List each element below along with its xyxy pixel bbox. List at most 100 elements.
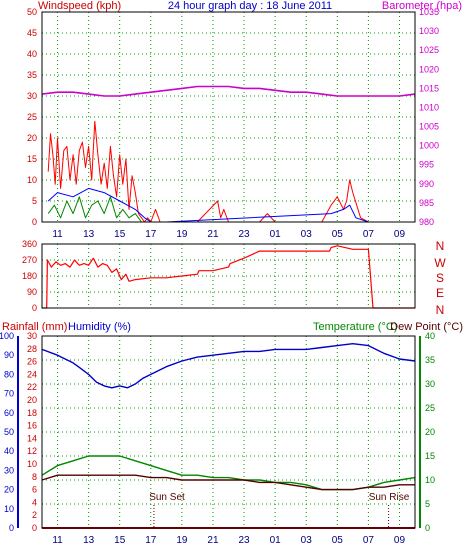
climate-panel-frame	[41, 335, 416, 529]
temperature-label: Temperature (°C)	[313, 321, 397, 333]
humidity-y-tick-label: 50	[4, 427, 14, 437]
barometer-y-tick-label: 1020	[419, 64, 439, 74]
wind-y-tick-label: 50	[27, 7, 37, 17]
wind-panel-tick-label: 01	[270, 229, 282, 240]
sunrise-label: Sun Rise	[369, 492, 410, 503]
barometer-y-tick-label: 980	[419, 217, 434, 227]
wind-panel-frame	[41, 11, 416, 223]
wind-y-tick-label: 25	[27, 112, 37, 122]
barometer-y-tick-label: 1035	[419, 7, 439, 17]
climate-panel-tick-label: 05	[332, 535, 344, 546]
barometer-label: Barometer (hpa)	[382, 0, 462, 12]
wind-panel-tick-label: 17	[145, 229, 157, 240]
rain-y-tick-label: 4	[32, 497, 37, 507]
rain-y-tick-label: 18	[27, 408, 37, 418]
humidity-y-tick-label: 0	[9, 523, 14, 533]
barometer-y-tick-label: 1000	[419, 141, 439, 151]
climate-panel-tick-label: 19	[176, 535, 188, 546]
direction-y-tick-label: 0	[32, 303, 37, 313]
wind-panel-tick-label: 19	[176, 229, 188, 240]
barometer-y-tick-label: 1030	[419, 26, 439, 36]
direction-panel-frame	[41, 243, 416, 309]
temperature-y-tick-label: 40	[425, 331, 435, 341]
temperature-y-tick-label: 5	[425, 499, 430, 509]
temperature-y-tick-label: 0	[425, 523, 430, 533]
wind-y-tick-label: 30	[27, 91, 37, 101]
barometer-y-tick-label: 1010	[419, 102, 439, 112]
climate-panel-tick-label: 13	[83, 535, 95, 546]
rain-y-tick-label: 12	[27, 446, 37, 456]
humidity-y-tick-label: 20	[4, 485, 14, 495]
humidity-y-tick-label: 30	[4, 465, 14, 475]
compass-label-s: S	[436, 271, 444, 285]
climate-panel-tick-label: 11	[52, 535, 63, 546]
compass-label-n-top: N	[436, 239, 445, 253]
wind-y-tick-label: 40	[27, 49, 37, 59]
wind-y-tick-label: 35	[27, 70, 37, 80]
rain-y-tick-label: 16	[27, 421, 37, 431]
wind-panel-tick-label: 13	[83, 229, 95, 240]
climate-panel-tick-label: 21	[207, 535, 219, 546]
rain-y-tick-label: 14	[27, 433, 37, 443]
barometer-y-tick-label: 1025	[419, 45, 439, 55]
dewpoint-label: Dew Point (°C)	[390, 321, 463, 333]
humidity-y-tick-label: 100	[0, 331, 14, 341]
compass-label-n-bottom: N	[436, 303, 445, 317]
humidity-y-tick-label: 90	[4, 350, 14, 360]
rain-y-tick-label: 28	[27, 344, 37, 354]
climate-panel-tick-label: 03	[301, 535, 313, 546]
wind-series-line-3	[41, 85, 416, 97]
direction-series-line-0	[42, 245, 415, 309]
wind-panel-tick-label: 15	[114, 229, 126, 240]
temperature-y-tick-label: 20	[425, 427, 435, 437]
direction-y-tick-label: 180	[22, 271, 37, 281]
direction-y-tick-label: 270	[22, 255, 37, 265]
rain-y-tick-label: 6	[32, 485, 37, 495]
direction-y-tick-label: 90	[27, 287, 37, 297]
sunset-label: Sun Set	[149, 492, 185, 503]
wind-panel-tick-label: 07	[363, 229, 375, 240]
climate-panel-tick-label: 09	[394, 535, 406, 546]
compass-label-w: W	[434, 256, 446, 270]
rain-y-tick-label: 2	[32, 510, 37, 520]
rain-y-tick-label: 0	[32, 523, 37, 533]
wind-panel-tick-label: 09	[394, 229, 406, 240]
humidity-y-tick-label: 80	[4, 369, 14, 379]
climate-series-line-0	[41, 343, 416, 389]
rain-y-tick-label: 22	[27, 382, 37, 392]
wind-y-tick-label: 15	[27, 154, 37, 164]
humidity-y-tick-label: 60	[4, 408, 14, 418]
barometer-y-tick-label: 995	[419, 160, 434, 170]
direction-y-tick-label: 360	[22, 239, 37, 249]
wind-panel-tick-label: 05	[332, 229, 344, 240]
humidity-label: Humidity (%)	[68, 321, 131, 333]
wind-y-tick-label: 20	[27, 133, 37, 143]
wind-y-tick-label: 45	[27, 28, 37, 38]
rain-y-tick-label: 20	[27, 395, 37, 405]
climate-panel-tick-label: 07	[363, 535, 375, 546]
humidity-y-tick-label: 70	[4, 389, 14, 399]
wind-panel-tick-label: 23	[238, 229, 250, 240]
temperature-y-tick-label: 25	[425, 403, 435, 413]
rain-y-tick-label: 24	[27, 369, 37, 379]
humidity-y-tick-label: 10	[4, 504, 14, 514]
climate-panel-tick-label: 01	[270, 535, 282, 546]
wind-panel-tick-label: 11	[52, 229, 63, 240]
wind-y-tick-label: 10	[27, 175, 37, 185]
wind-y-tick-label: 0	[32, 217, 37, 227]
wind-series-line-0	[47, 120, 415, 223]
wind-panel-tick-label: 03	[301, 229, 313, 240]
rain-y-tick-label: 10	[27, 459, 37, 469]
climate-series-line-2	[41, 474, 415, 491]
chart-title: 24 hour graph day : 18 June 2011	[168, 0, 332, 12]
humidity-y-tick-label: 40	[4, 446, 14, 456]
compass-label-e: E	[436, 286, 444, 300]
rain-y-tick-label: 26	[27, 357, 37, 367]
rain-y-tick-label: 30	[27, 331, 37, 341]
wind-series-line-1	[47, 187, 415, 223]
wind-y-tick-label: 5	[32, 196, 37, 206]
temperature-y-tick-label: 10	[425, 475, 435, 485]
climate-series-line-1	[41, 455, 416, 491]
temperature-y-tick-label: 30	[425, 379, 435, 389]
